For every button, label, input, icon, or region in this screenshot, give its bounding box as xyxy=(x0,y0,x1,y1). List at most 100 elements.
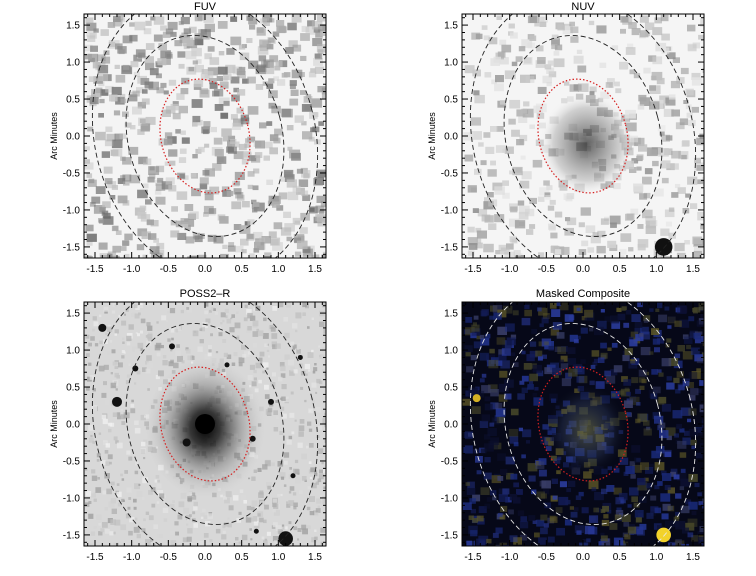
noise-pixel xyxy=(117,46,127,54)
noise-pixel xyxy=(491,79,497,85)
noise-pixel xyxy=(157,490,163,496)
noise-pixel xyxy=(465,327,475,336)
noise-pixel xyxy=(138,483,141,486)
noise-pixel xyxy=(634,328,642,335)
noise-pixel xyxy=(279,176,286,182)
noise-pixel xyxy=(320,527,326,533)
noise-pixel xyxy=(657,481,663,486)
noise-pixel xyxy=(621,306,627,311)
noise-pixel xyxy=(644,477,649,482)
noise-pixel xyxy=(107,454,113,460)
noise-pixel xyxy=(145,116,156,125)
noise-pixel xyxy=(589,515,599,523)
noise-pixel xyxy=(656,302,663,309)
noise-pixel xyxy=(291,431,295,435)
noise-pixel xyxy=(200,326,205,332)
noise-pixel xyxy=(506,243,514,250)
noise-pixel xyxy=(102,201,111,209)
noise-pixel xyxy=(100,460,106,466)
noise-pixel xyxy=(518,427,523,432)
noise-pixel xyxy=(267,200,275,206)
noise-pixel xyxy=(142,89,148,94)
noise-pixel xyxy=(526,354,535,362)
noise-pixel xyxy=(271,372,276,377)
noise-pixel xyxy=(259,351,265,357)
noise-pixel xyxy=(128,363,132,366)
noise-pixel xyxy=(630,208,639,215)
noise-pixel xyxy=(532,520,538,524)
noise-pixel xyxy=(631,158,639,164)
noise-pixel xyxy=(700,313,704,319)
noise-pixel xyxy=(110,543,114,546)
noise-pixel xyxy=(280,365,286,371)
noise-pixel xyxy=(529,35,537,41)
noise-pixel xyxy=(308,410,311,413)
noise-pixel xyxy=(668,94,676,100)
noise-pixel xyxy=(562,25,573,35)
noise-pixel xyxy=(578,249,587,256)
noise-pixel xyxy=(629,339,638,347)
noise-pixel xyxy=(634,321,643,328)
noise-pixel xyxy=(516,139,524,146)
noise-pixel xyxy=(180,130,186,135)
noise-pixel xyxy=(308,461,312,464)
noise-pixel xyxy=(640,347,651,356)
noise-pixel xyxy=(521,387,528,393)
noise-pixel xyxy=(292,217,301,224)
noise-pixel xyxy=(314,53,323,60)
noise-pixel xyxy=(305,304,309,309)
noise-pixel xyxy=(552,367,561,376)
noise-pixel xyxy=(676,77,685,84)
noise-pixel xyxy=(591,487,597,492)
noise-pixel xyxy=(486,497,493,502)
x-tick-label: 1.0 xyxy=(649,264,663,275)
noise-pixel xyxy=(91,196,101,204)
noise-pixel xyxy=(172,112,181,120)
noise-pixel xyxy=(533,105,543,114)
noise-pixel xyxy=(140,302,143,305)
noise-pixel xyxy=(537,196,545,202)
noise-pixel xyxy=(636,154,644,160)
noise-pixel xyxy=(123,241,130,246)
noise-pixel xyxy=(688,473,698,482)
noise-pixel xyxy=(523,101,530,107)
noise-pixel xyxy=(661,470,667,476)
noise-pixel xyxy=(499,370,508,378)
noise-pixel xyxy=(189,514,192,517)
noise-pixel xyxy=(520,534,527,541)
noise-pixel xyxy=(538,341,545,347)
noise-pixel xyxy=(129,34,138,42)
noise-pixel xyxy=(100,29,109,36)
noise-pixel xyxy=(143,518,146,522)
noise-pixel xyxy=(200,512,205,518)
noise-pixel xyxy=(131,312,136,318)
noise-pixel xyxy=(495,402,503,409)
noise-pixel xyxy=(253,369,257,374)
noise-pixel xyxy=(648,389,659,398)
noise-pixel xyxy=(481,312,487,317)
ticks-nuv: -1.5 -1.0 -0.5 0.0 0.5 1.0 1.5-1.5-1.0-0.50.00… xyxy=(441,14,704,275)
noise-pixel xyxy=(199,339,204,344)
noise-pixel xyxy=(115,388,118,391)
noise-pixel xyxy=(476,335,481,340)
noise-pixel xyxy=(170,349,173,352)
noise-pixel xyxy=(111,349,116,354)
noise-pixel xyxy=(109,461,112,465)
noise-pixel xyxy=(312,370,316,374)
noise-pixel xyxy=(279,362,285,367)
panel-composite: Masked Composite -1.5 -1.0 -0.5 0.0 0.5 1.0 1.… xyxy=(427,288,705,563)
noise-pixel xyxy=(259,122,267,129)
noise-pixel xyxy=(280,406,285,411)
noise-pixel xyxy=(564,81,570,86)
noise-pixel xyxy=(473,315,479,320)
noise-pixel xyxy=(322,499,326,504)
noise-pixel xyxy=(632,464,642,473)
noise-pixel xyxy=(234,171,245,180)
noise-pixel xyxy=(570,511,578,518)
noise-pixel xyxy=(301,25,310,32)
galaxy-core xyxy=(539,92,635,196)
noise-pixel xyxy=(272,502,277,508)
noise-pixel xyxy=(685,193,691,198)
noise-pixel xyxy=(268,37,275,43)
